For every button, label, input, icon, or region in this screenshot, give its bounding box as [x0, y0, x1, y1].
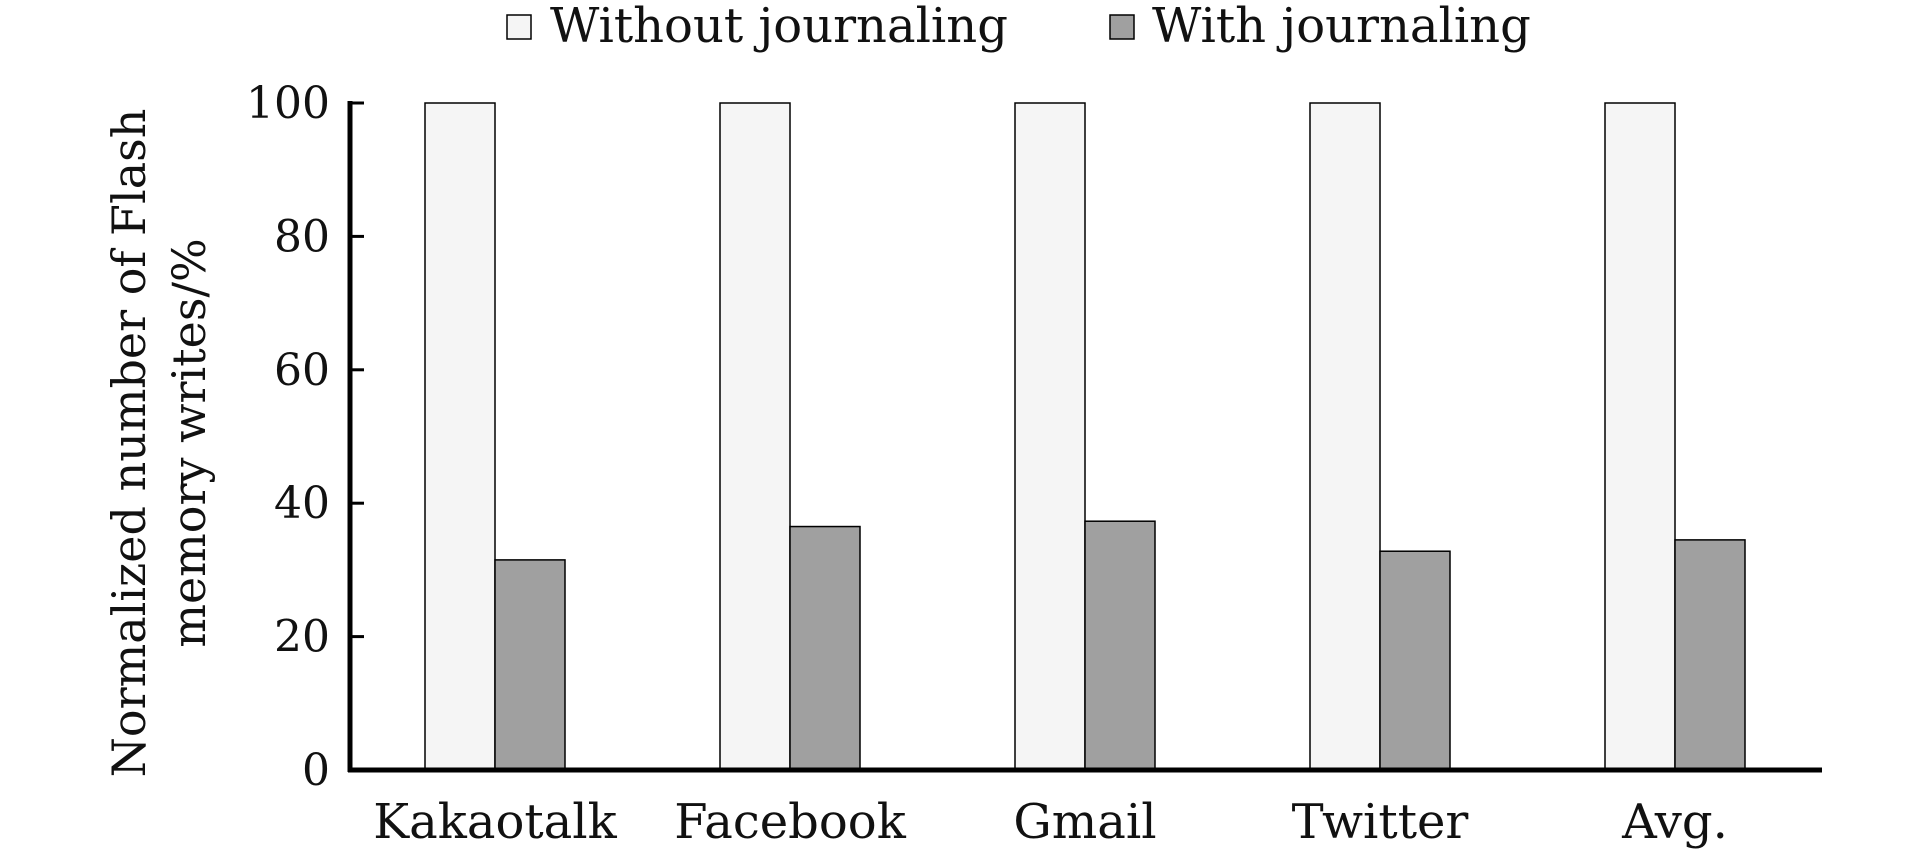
- y-axis-title-line-1: Normalized number of Flash: [102, 109, 156, 778]
- y-axis-title-line-2: memory writes/%: [162, 238, 216, 647]
- y-tick-label: 40: [274, 478, 330, 529]
- x-tick-label: Twitter: [1292, 794, 1469, 850]
- bar-with-journaling: [789, 525, 861, 771]
- y-tick-label: 20: [274, 612, 330, 663]
- bar-with-journaling: [1379, 550, 1451, 771]
- bar-without-journaling: [1604, 102, 1676, 771]
- bar-with-journaling: [1674, 539, 1746, 771]
- bar-without-journaling: [424, 102, 496, 771]
- y-tick-label: 80: [274, 211, 330, 262]
- legend: Without journaling With journaling: [506, 0, 1531, 54]
- bar-with-journaling: [494, 559, 566, 771]
- y-tick-label: 0: [302, 745, 330, 796]
- legend-label-without-journaling: Without journaling: [550, 0, 1008, 54]
- bar-without-journaling: [1309, 102, 1381, 771]
- x-tick-label: Facebook: [674, 794, 906, 850]
- y-ticks: 0 20 40 60 80 100: [246, 78, 364, 796]
- x-labels: Kakaotalk Facebook Gmail Twitter Avg.: [373, 794, 1728, 850]
- bar-with-journaling: [1084, 520, 1156, 771]
- x-tick-label: Kakaotalk: [373, 794, 617, 850]
- legend-swatch-without-journaling: [506, 14, 532, 40]
- x-tick-label: Gmail: [1013, 794, 1156, 850]
- y-tick-label: 60: [274, 345, 330, 396]
- bars: [424, 102, 1746, 771]
- legend-swatch-with-journaling: [1109, 14, 1135, 40]
- bar-without-journaling: [719, 102, 791, 771]
- bar-without-journaling: [1014, 102, 1086, 771]
- y-tick-label: 100: [246, 78, 330, 129]
- legend-label-with-journaling: With journaling: [1152, 0, 1531, 54]
- axes: [347, 101, 1822, 773]
- y-axis-title: Normalized number of Flash memory writes…: [102, 109, 216, 778]
- x-tick-label: Avg.: [1621, 794, 1728, 850]
